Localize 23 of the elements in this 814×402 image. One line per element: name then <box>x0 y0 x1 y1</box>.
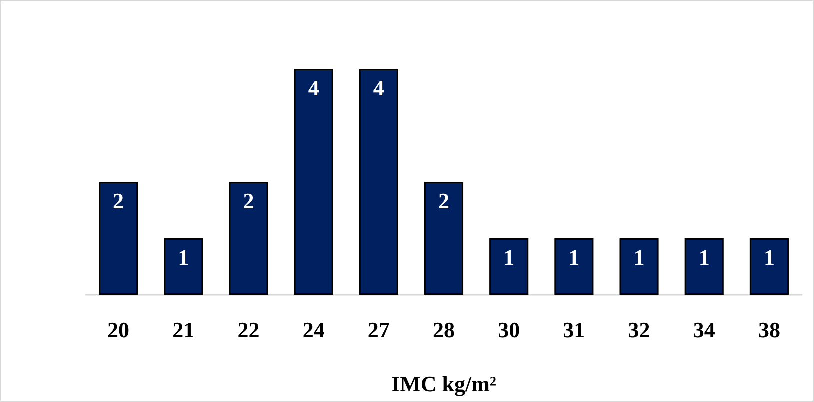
x-tick-label: 24 <box>302 318 325 342</box>
x-tick-label: 38 <box>758 318 780 342</box>
data-label: 1 <box>698 245 710 270</box>
data-label: 2 <box>113 188 124 214</box>
data-label: 1 <box>178 245 190 270</box>
data-label: 1 <box>568 245 580 270</box>
data-label: 1 <box>634 245 645 270</box>
x-tick-label: 34 <box>693 318 716 342</box>
data-label: 1 <box>504 245 515 270</box>
data-label: 2 <box>243 188 254 214</box>
data-label: 4 <box>308 76 320 100</box>
x-tick-label: 21 <box>172 318 195 342</box>
x-axis-title: IMC kg/m² <box>392 372 497 396</box>
x-tick-label: 30 <box>498 318 520 342</box>
data-label: 4 <box>373 76 384 100</box>
x-tick-label: 31 <box>563 318 586 342</box>
x-tick-label: 20 <box>108 318 130 342</box>
x-tick-label: 27 <box>368 318 390 342</box>
x-tick-label: 22 <box>238 318 260 342</box>
data-label: 2 <box>438 188 450 214</box>
data-label: 1 <box>764 245 775 270</box>
x-tick-label: 32 <box>628 318 650 342</box>
x-tick-label: 28 <box>433 318 455 342</box>
